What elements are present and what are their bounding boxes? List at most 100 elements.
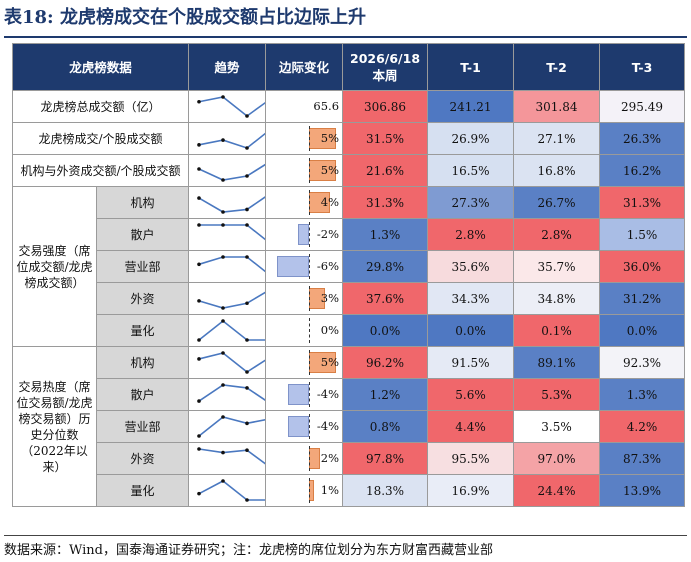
trend-sparkline <box>188 218 267 251</box>
header-this-week: 2026/6/18 本周 <box>342 43 429 91</box>
value-cell: 27.3% <box>427 186 515 219</box>
value-cell: 2.8% <box>427 218 515 251</box>
sparkline-point <box>197 167 201 171</box>
value-cell: 34.3% <box>427 282 515 315</box>
sparkline-point <box>245 448 249 452</box>
table-row: 龙虎榜总成交额（亿） 65.6 306.86 241.21 301.84 295.49 <box>11 90 686 123</box>
sparkline-point <box>221 306 225 310</box>
header-change: 边际变化 <box>265 43 344 91</box>
value-cell: 5.3% <box>513 378 601 411</box>
value-cell: 0.0% <box>342 314 429 347</box>
change-cell: 3% <box>265 282 344 315</box>
sparkline-point <box>197 491 201 496</box>
sparkline-point <box>197 223 201 227</box>
row-label: 龙虎榜成交/个股成交额 <box>11 122 190 155</box>
value-cell: 31.2% <box>599 282 686 315</box>
value-cell: 97.0% <box>513 442 601 475</box>
table-row: 量化 1% 18.3% 16.9% 24.4% 13.9% <box>13 474 686 507</box>
value-cell: 1.3% <box>342 218 429 251</box>
sparkline-chart <box>197 196 265 214</box>
trend-sparkline <box>188 314 267 347</box>
value-cell: 87.3% <box>599 442 686 475</box>
value-cell: 1.5% <box>599 218 686 251</box>
value-cell: 301.84 <box>513 90 601 123</box>
value-cell: 96.2% <box>342 346 429 379</box>
value-cell: 16.5% <box>427 154 515 187</box>
change-cell: 1% <box>265 474 344 507</box>
row-label: 散户 <box>95 218 190 251</box>
change-cell: 5% <box>265 346 344 379</box>
row-label: 外资 <box>95 282 190 315</box>
sparkline-line <box>198 352 265 373</box>
change-cell: 4% <box>265 186 344 219</box>
value-cell: 89.1% <box>513 346 601 379</box>
change-cell: -6% <box>265 250 344 283</box>
sparkline-point <box>197 196 201 200</box>
change-axis <box>309 478 311 503</box>
sparkline-chart <box>197 479 265 502</box>
value-cell: 34.8% <box>513 282 601 315</box>
change-cell: 2% <box>265 442 344 475</box>
value-cell: 95.5% <box>427 442 515 475</box>
change-axis <box>309 318 311 343</box>
value-cell: 3.5% <box>513 410 601 443</box>
sparkline-point <box>245 498 249 502</box>
trend-sparkline <box>188 122 267 155</box>
trend-sparkline <box>188 90 267 123</box>
header-t2: T-2 <box>513 43 601 91</box>
trend-sparkline <box>188 442 267 475</box>
change-cell: -4% <box>265 410 344 443</box>
table-row: 机构与外资成交额/个股成交额 5% 21.6% 16.5% 16.8% 16.2% <box>11 154 686 187</box>
change-value: -2% <box>316 227 340 241</box>
sparkline-point <box>245 370 249 374</box>
value-cell: 1.2% <box>342 378 429 411</box>
sparkline-point <box>245 174 249 178</box>
source-note: 数据来源：Wind，国泰海通证券研究；注：龙虎榜的席位划分为东方财富西藏营业部 <box>4 535 687 558</box>
sparkline-chart <box>197 255 265 272</box>
table-row: 营业部 -4% 0.8% 4.4% 3.5% 4.2% <box>13 410 686 443</box>
sparkline-point <box>221 138 225 142</box>
sparkline-line <box>198 384 265 402</box>
change-axis <box>309 222 311 247</box>
table-row: 外资 2% 97.8% 95.5% 97.0% 87.3% <box>13 442 686 475</box>
sparkline-line <box>198 416 265 437</box>
change-cell: -2% <box>265 218 344 251</box>
sparkline-point <box>221 383 225 387</box>
trend-sparkline <box>188 154 267 187</box>
sparkline-point <box>197 143 201 147</box>
sparkline-point <box>245 338 249 342</box>
sparkline-chart <box>197 447 265 465</box>
trend-sparkline <box>188 474 267 507</box>
sparkline-line <box>198 133 265 149</box>
change-value: -6% <box>316 259 340 273</box>
sparkline-chart <box>197 351 265 374</box>
value-cell: 0.8% <box>342 410 429 443</box>
sparkline-line <box>199 224 265 240</box>
row-label: 营业部 <box>95 410 190 443</box>
sparkline-point <box>197 299 201 303</box>
sparkline-point <box>221 95 225 99</box>
sparkline-point <box>197 447 201 451</box>
sparkline-point <box>221 223 225 227</box>
sparkline-point <box>221 351 225 355</box>
row-label: 营业部 <box>95 250 190 283</box>
table-row: 交易热度（席位交易额/龙虎榜交易额）历史分位数（2022年以来） 机构 5% 96.2… <box>12 346 686 507</box>
value-cell: 16.8% <box>513 154 601 187</box>
change-cell: -4% <box>265 378 344 411</box>
value-cell: 92.3% <box>599 346 686 379</box>
change-axis <box>309 126 311 151</box>
trend-sparkline <box>188 410 267 443</box>
change-axis <box>309 158 311 183</box>
sparkline-point <box>245 146 249 150</box>
sparkline-point <box>245 255 249 259</box>
header-this-week-text: 2026/6/18 本周 <box>350 51 421 83</box>
value-cell: 26.7% <box>513 186 601 219</box>
header-data: 龙虎榜数据 <box>11 43 190 91</box>
table-row: 龙虎榜成交/个股成交额 5% 31.5% 26.9% 27.1% 26.3% <box>11 122 686 155</box>
header-t1: T-1 <box>427 43 515 91</box>
table-row: 散户 -2% 1.3% 2.8% 2.8% 1.5% <box>13 218 686 251</box>
sparkline-point <box>245 207 249 212</box>
change-bar <box>309 448 320 469</box>
change-cell: 5% <box>265 122 344 155</box>
row-label: 散户 <box>95 378 190 411</box>
